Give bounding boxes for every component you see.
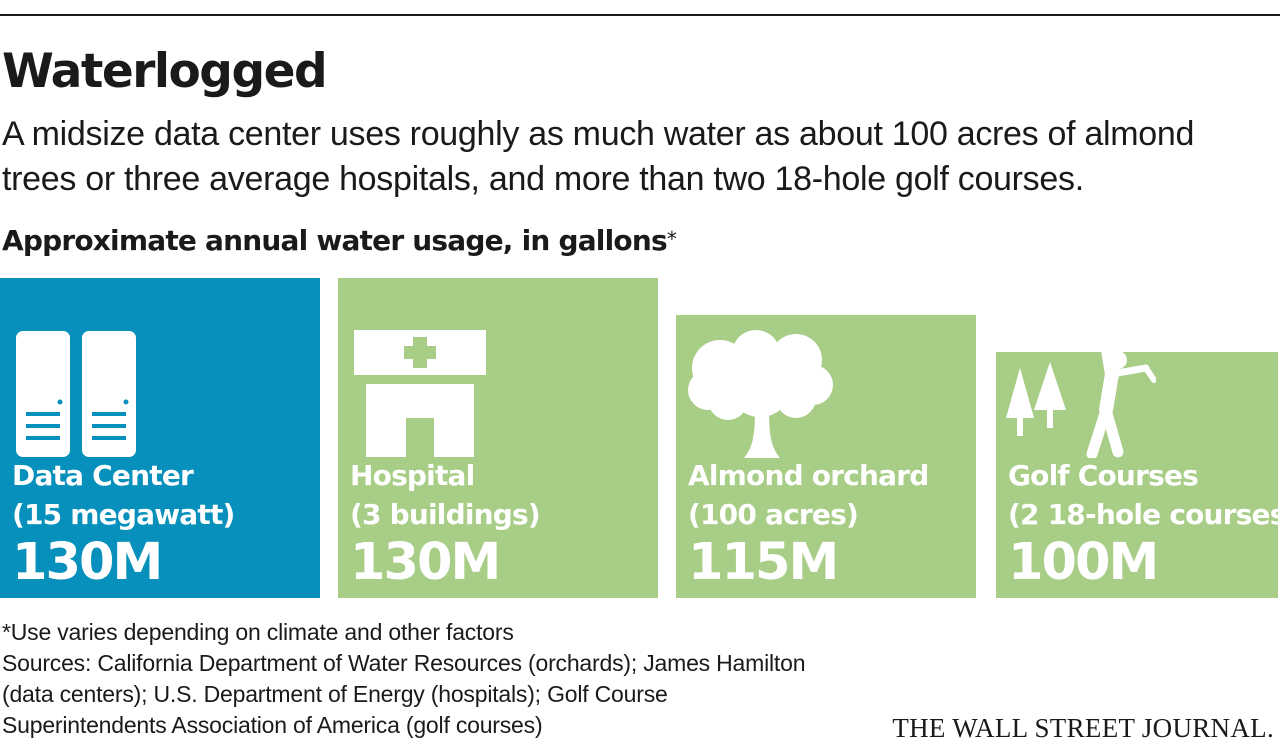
tile-almond-orchard: Almond orchard (100 acres) 115M	[676, 315, 976, 598]
footnote: *Use varies depending on climate and oth…	[2, 619, 514, 645]
source-line: (data centers); U.S. Department of Energ…	[2, 681, 668, 707]
chart-label: Approximate annual water usage, in gallo…	[2, 222, 677, 260]
golf-icon	[1006, 352, 1157, 463]
category-label: Hospital	[350, 459, 475, 492]
value-label: 115M	[688, 533, 839, 592]
category-detail: (2 18-hole courses)	[1008, 498, 1278, 531]
category-label: Data Center	[12, 459, 194, 492]
tile-text: Almond orchard (100 acres) 115M	[688, 456, 929, 592]
tile-golf-courses: Golf Courses (2 18-hole courses) 100M	[996, 352, 1278, 598]
tile-data-center: Data Center (15 megawatt) 130M	[0, 278, 320, 598]
source-line: Superintendents Association of America (…	[2, 712, 543, 738]
notes: *Use varies depending on climate and oth…	[2, 617, 902, 741]
tile-text: Golf Courses (2 18-hole courses) 100M	[1008, 456, 1278, 592]
top-rule	[0, 14, 1280, 16]
tile-text: Hospital (3 buildings) 130M	[350, 456, 541, 592]
chart-label-text: Approximate annual water usage, in gallo…	[2, 224, 668, 257]
value-label: 130M	[12, 533, 163, 592]
chart-title: Waterlogged	[2, 44, 328, 99]
category-label: Golf Courses	[1008, 459, 1199, 492]
category-label: Almond orchard	[688, 459, 929, 492]
tile-text: Data Center (15 megawatt) 130M	[12, 456, 235, 592]
value-label: 130M	[350, 533, 501, 592]
server-icon	[16, 331, 141, 462]
tree-icon	[688, 330, 834, 463]
chart-subtitle: A midsize data center uses roughly as mu…	[2, 115, 1195, 198]
chart-label-asterisk: *	[666, 227, 677, 251]
publisher-logo: THE WALL STREET JOURNAL.	[892, 713, 1274, 743]
hospital-icon	[354, 330, 486, 462]
value-label: 100M	[1008, 533, 1159, 592]
category-detail: (100 acres)	[688, 498, 859, 531]
tile-hospital: Hospital (3 buildings) 130M	[338, 278, 658, 598]
category-detail: (3 buildings)	[350, 498, 541, 531]
source-line: Sources: California Department of Water …	[2, 650, 806, 676]
category-detail: (15 megawatt)	[12, 498, 235, 531]
